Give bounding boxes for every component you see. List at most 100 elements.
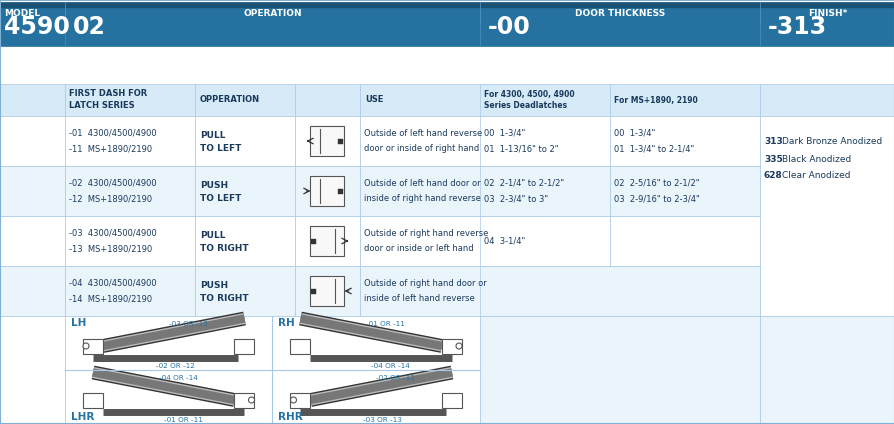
Text: 02: 02 [73,15,105,39]
Bar [0,316,65,424]
Bar [195,84,295,116]
Bar [195,116,295,166]
Text: -01 OR -11: -01 OR -11 [164,416,202,422]
Bar [310,226,344,256]
Text: -12  MS+1890/2190: -12 MS+1890/2190 [69,195,152,204]
Text: TO LEFT: TO LEFT [199,194,241,203]
Bar [359,266,544,316]
Text: For MS+1890, 2190: For MS+1890, 2190 [613,95,697,104]
Text: Outside of left hand reverse: Outside of left hand reverse [364,129,482,138]
Bar [759,2,894,24]
Circle shape [455,343,461,349]
Bar [610,216,759,266]
Bar [479,84,610,116]
Bar [442,338,461,354]
Bar [0,166,65,216]
Text: -313: -313 [767,15,826,39]
Text: -03 OR -13: -03 OR -13 [169,321,207,327]
Text: -01 OR -11: -01 OR -11 [366,321,405,327]
Bar [338,139,343,143]
Bar [295,84,359,116]
Bar [65,8,479,46]
Bar [234,338,254,354]
Bar [291,338,310,354]
Text: 02  2-5/16" to 2-1/2": 02 2-5/16" to 2-1/2" [613,178,699,187]
Text: FIRST DASH FOR: FIRST DASH FOR [69,89,148,98]
Text: Outside of left hand door or: Outside of left hand door or [364,179,480,188]
Bar [0,8,65,46]
Text: LH: LH [71,318,87,328]
Text: 01  1-3/4" to 2-1/4": 01 1-3/4" to 2-1/4" [613,145,694,154]
Text: TO RIGHT: TO RIGHT [199,244,249,253]
Bar [195,166,295,216]
Text: inside of right hand reverse: inside of right hand reverse [364,194,480,203]
Bar [442,393,461,407]
Text: 02  2-1/4" to 2-1/2": 02 2-1/4" to 2-1/2" [484,178,563,187]
Text: -03  4300/4500/4900: -03 4300/4500/4900 [69,228,156,237]
Text: -01  4300/4500/4900: -01 4300/4500/4900 [69,128,156,137]
Circle shape [291,397,296,403]
Bar [359,216,544,266]
Text: -14  MS+1890/2190: -14 MS+1890/2190 [69,295,152,304]
Bar [610,84,759,116]
Text: LATCH SERIES: LATCH SERIES [69,100,134,109]
Bar [0,2,65,24]
Text: -13  MS+1890/2190: -13 MS+1890/2190 [69,245,152,254]
Text: -11  MS+1890/2190: -11 MS+1890/2190 [69,145,152,154]
Bar [759,316,894,424]
Bar [65,84,195,116]
Bar [311,288,316,293]
Text: -04 OR -14: -04 OR -14 [371,363,409,368]
Text: RH: RH [278,318,295,328]
Bar [610,166,759,216]
Bar [479,2,759,24]
Bar [65,216,195,266]
Text: 313: 313 [763,137,782,145]
Bar [65,116,195,166]
Text: 4590: 4590 [4,15,70,39]
Bar [479,116,610,166]
Text: -02  4300/4500/4900: -02 4300/4500/4900 [69,178,156,187]
Text: PULL: PULL [199,231,225,240]
Bar [295,266,359,316]
Bar [295,116,359,166]
Bar [759,8,894,46]
Bar [83,338,103,354]
Text: 00  1-3/4": 00 1-3/4" [484,128,525,137]
Bar [759,116,894,316]
Bar [310,126,344,156]
Text: -00: -00 [487,15,530,39]
Text: OPPERATION: OPPERATION [199,95,260,104]
Bar [65,2,479,24]
Text: RHR: RHR [278,412,303,422]
Bar [311,238,316,243]
Text: MODEL: MODEL [4,8,40,17]
Bar [0,216,65,266]
Text: Series Deadlatches: Series Deadlatches [484,100,567,109]
Text: -03 OR -13: -03 OR -13 [363,416,401,422]
Text: TO LEFT: TO LEFT [199,144,241,153]
Text: USE: USE [365,95,383,104]
Bar [0,84,65,116]
Bar [310,176,344,206]
Bar [359,116,544,166]
Bar [310,276,344,306]
Text: Outside of right hand reverse: Outside of right hand reverse [364,229,488,238]
Bar [234,393,254,407]
Bar [295,166,359,216]
Text: 04  3-1/4": 04 3-1/4" [484,237,525,245]
Bar [65,316,479,424]
Bar [479,166,610,216]
Text: inside of left hand reverse: inside of left hand reverse [364,294,474,303]
Bar [83,393,103,407]
Bar [65,266,195,316]
Bar [359,84,544,116]
Text: OPERATION: OPERATION [243,8,301,17]
Text: TO RIGHT: TO RIGHT [199,294,249,303]
Text: 01  1-13/16" to 2": 01 1-13/16" to 2" [484,145,558,154]
Text: Clear Anodized: Clear Anodized [781,171,849,181]
Text: PULL: PULL [199,131,225,139]
Bar [338,189,343,193]
Text: -02 OR -12: -02 OR -12 [375,375,415,381]
Bar [479,266,759,316]
